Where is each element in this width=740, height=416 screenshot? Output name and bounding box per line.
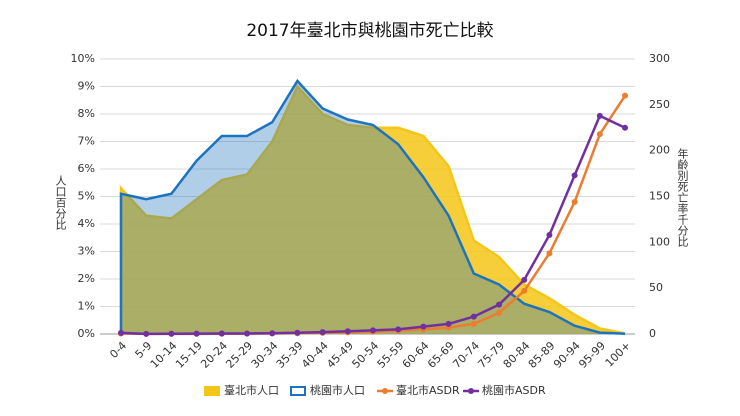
- point: [546, 250, 553, 257]
- point: [218, 330, 225, 337]
- point: [319, 329, 326, 336]
- y2-tick-label: 50: [649, 281, 663, 294]
- y-tick-label: 1%: [78, 300, 95, 313]
- point: [622, 92, 628, 99]
- point: [395, 326, 402, 333]
- x-tick-label: 45-49: [324, 339, 356, 371]
- x-tick-label: 0-4: [107, 339, 129, 361]
- point: [420, 323, 427, 330]
- x-tick-label: 30-34: [249, 339, 281, 371]
- y-tick-label: 10%: [71, 52, 95, 65]
- x-tick-label: 25-29: [223, 339, 255, 371]
- point: [193, 330, 200, 337]
- point: [571, 172, 578, 179]
- legend-label: 臺北市人口: [224, 383, 279, 397]
- point: [168, 330, 175, 337]
- y2-tick-label: 150: [649, 190, 670, 203]
- y-tick-label: 4%: [78, 217, 95, 230]
- point: [596, 112, 603, 119]
- legend-swatch: [290, 386, 306, 396]
- y-tick-label: 0%: [78, 327, 95, 340]
- y-tick-label: 7%: [78, 135, 95, 148]
- legend-swatch: [382, 388, 388, 394]
- y-tick-label: 5%: [78, 190, 95, 203]
- point: [344, 328, 351, 335]
- point: [470, 320, 477, 327]
- area-fill: [121, 81, 625, 334]
- y2-tick-label: 200: [649, 144, 670, 157]
- point: [445, 320, 452, 327]
- x-tick-label: 40-44: [299, 339, 331, 371]
- y-tick-label: 9%: [78, 80, 95, 93]
- area-line: [119, 78, 626, 335]
- x-tick-label: 85-89: [526, 339, 558, 371]
- point: [143, 330, 150, 337]
- point: [244, 330, 250, 337]
- x-tick-label: 75-79: [475, 339, 507, 371]
- point: [269, 330, 276, 337]
- x-tick-label: 60-64: [400, 339, 432, 371]
- point: [521, 276, 528, 283]
- x-tick-label: 50-54: [349, 339, 381, 371]
- point: [470, 313, 477, 320]
- point: [496, 309, 502, 316]
- x-tick-label: 15-19: [173, 339, 205, 371]
- legend-label: 桃園市人口: [310, 383, 365, 397]
- y-tick-label: 3%: [78, 245, 95, 258]
- legend-swatch: [468, 388, 474, 394]
- point: [596, 131, 603, 138]
- point: [370, 327, 376, 334]
- point: [571, 199, 578, 205]
- area-line: [119, 84, 626, 335]
- point: [622, 124, 628, 131]
- x-tick-label: 65-69: [425, 339, 457, 371]
- y-axis-label: 人口百分比: [54, 175, 67, 230]
- x-tick-label: 35-39: [274, 339, 306, 371]
- y2-tick-label: 100: [649, 235, 670, 248]
- legend-swatch: [204, 386, 220, 396]
- x-tick-label: 100+: [603, 339, 634, 370]
- y2-tick-label: 300: [649, 52, 670, 65]
- area-fill: [121, 86, 625, 334]
- legend-label: 臺北市ASDR: [396, 383, 460, 397]
- x-tick-label: 95-99: [576, 339, 608, 371]
- y2-axis-label: 年齡別死亡率千分比: [676, 147, 689, 247]
- x-tick-label: 10-14: [148, 339, 180, 371]
- x-tick-label: 90-94: [551, 339, 583, 371]
- y-tick-label: 2%: [78, 272, 95, 285]
- x-tick-label: 20-24: [198, 339, 230, 371]
- point: [521, 287, 528, 294]
- y2-tick-label: 0: [649, 327, 656, 340]
- y-tick-label: 6%: [78, 162, 95, 175]
- x-tick-label: 80-84: [501, 339, 533, 371]
- x-tick-label: 55-59: [375, 339, 407, 371]
- y-tick-label: 8%: [78, 107, 95, 120]
- y2-tick-label: 250: [649, 98, 670, 111]
- x-tick-label: 70-74: [450, 339, 482, 371]
- point: [496, 301, 502, 308]
- point: [294, 329, 301, 336]
- point: [546, 232, 553, 238]
- legend-label: 桃園市ASDR: [482, 383, 546, 397]
- point: [118, 329, 124, 336]
- chart-title: 2017年臺北市與桃園市死亡比較: [246, 21, 493, 41]
